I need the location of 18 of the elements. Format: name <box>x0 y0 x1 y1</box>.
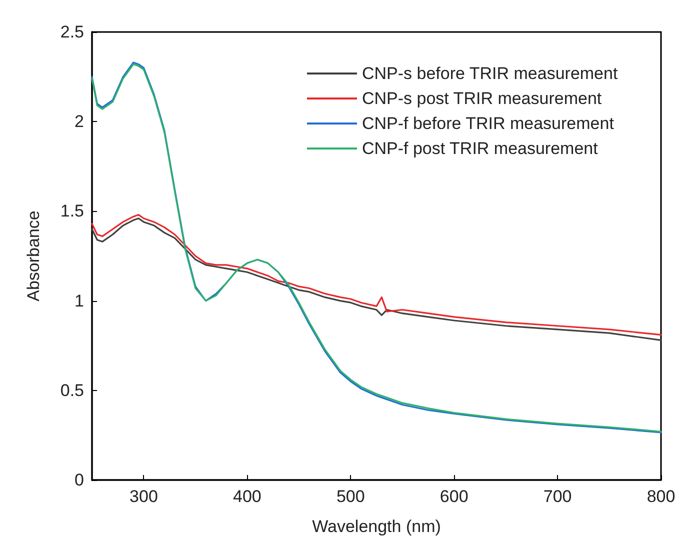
x-tick-label: 300 <box>130 487 158 506</box>
y-tick-label: 2 <box>74 112 84 132</box>
y-tick-label: 2.5 <box>60 22 84 42</box>
x-tick-label: 700 <box>543 487 572 506</box>
y-tick-label: 0 <box>74 470 84 490</box>
y-tick-label: 1 <box>74 291 84 310</box>
y-tick-label: 0.5 <box>60 380 84 400</box>
legend-label: CNP-f post TRIR measurement <box>362 139 598 158</box>
x-tick-label: 400 <box>232 487 262 506</box>
legend-label: CNP-f before TRIR measurement <box>362 114 614 133</box>
legend-label: CNP-s before TRIR measurement <box>362 64 618 83</box>
y-axis-title: Absorbance <box>24 210 43 302</box>
x-tick-label: 800 <box>646 487 676 506</box>
x-axis-title: Wavelength (nm) <box>312 517 441 536</box>
x-tick-label: 600 <box>440 487 468 506</box>
x-tick-label: 500 <box>336 487 365 506</box>
y-tick-label: 1.5 <box>60 202 84 221</box>
legend-label: CNP-s post TRIR measurement <box>362 89 602 108</box>
